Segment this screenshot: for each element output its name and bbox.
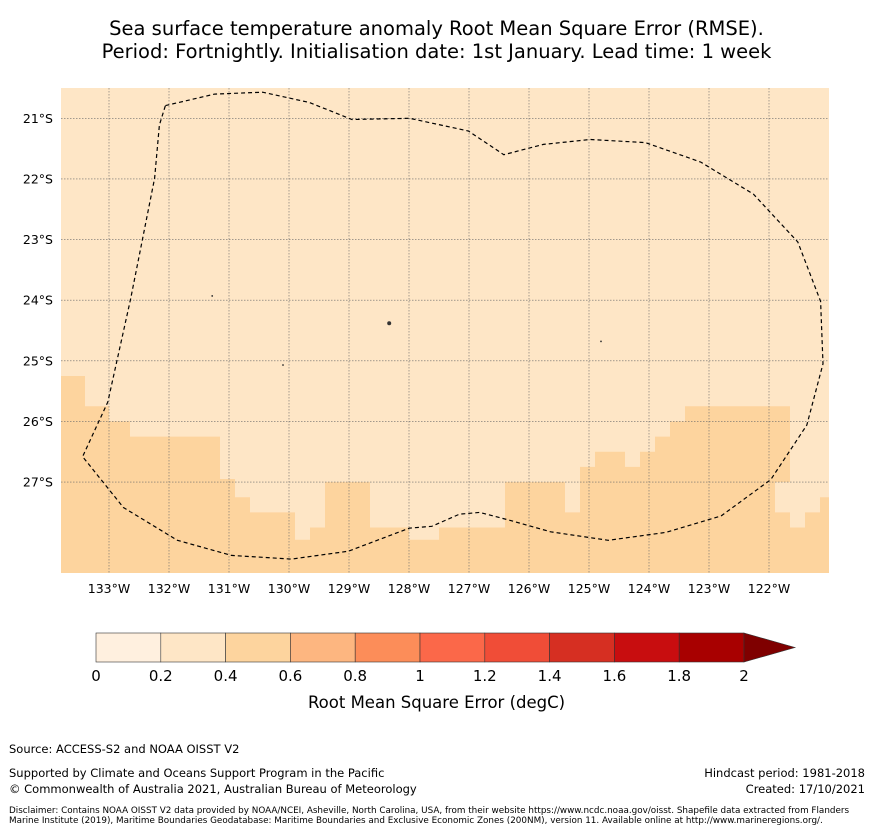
colorbar-tick-label: 1	[415, 667, 425, 685]
colorbar-tick-label: 0.2	[148, 667, 173, 685]
colorbar-extend-arrow	[743, 632, 797, 663]
lat-tick-label: 26°S	[23, 414, 53, 429]
lon-tick-label: 124°W	[628, 581, 670, 596]
colorbar-swatch	[290, 632, 356, 663]
island-1	[387, 321, 392, 326]
rmse-map: 21°S22°S23°S24°S25°S26°S27°S 133°W 132°W 1…	[23, 88, 829, 663]
colorbar-swatch	[225, 632, 291, 663]
island-3	[211, 295, 214, 297]
supported-text: Supported by Climate and Oceans Support …	[9, 766, 385, 780]
lon-tick-label: 128°W	[388, 581, 430, 596]
lat-tick-label: 22°S	[23, 171, 53, 186]
longitude-labels: 133°W 132°W 131°W 130°W 129°W 128°W 127°W 126°W…	[88, 581, 790, 596]
colorbar-tick-label: 2	[739, 667, 749, 685]
lon-tick-label: 122°W	[748, 581, 790, 596]
lat-tick-label: 25°S	[23, 353, 53, 368]
colorbar-tick-label: 0.4	[213, 667, 238, 685]
lat-tick-label: 23°S	[23, 232, 53, 247]
colorbar-tick-label: 1.2	[472, 667, 497, 685]
copyright-text: © Commonwealth of Australia 2021, Austra…	[9, 782, 417, 796]
created-date: Created: 17/10/2021	[745, 782, 865, 796]
colorbar-swatch	[484, 632, 550, 663]
source-text: Source: ACCESS-S2 and NOAA OISST V2	[9, 742, 240, 756]
lon-tick-label: 131°W	[208, 581, 250, 596]
lon-tick-label: 132°W	[148, 581, 190, 596]
hindcast-period: Hindcast period: 1981-2018	[704, 766, 865, 780]
colorbar-swatch	[419, 632, 486, 663]
colorbar-swatch	[549, 632, 615, 663]
disclaimer-text: Disclaimer: Contains NOAA OISST V2 data …	[9, 806, 850, 826]
lon-tick-label: 133°W	[88, 581, 130, 596]
lat-tick-label: 27°S	[23, 475, 53, 490]
colorbar-label: Root Mean Square Error (degC)	[307, 693, 566, 712]
eez-boundary	[81, 91, 824, 560]
colorbar	[95, 632, 797, 663]
colorbar-swatch	[678, 632, 745, 663]
rmse-region-2	[409, 406, 829, 573]
graticule	[61, 88, 829, 573]
colorbar-tick-label: 1.6	[602, 667, 627, 685]
lat-tick-label: 21°S	[23, 111, 53, 126]
lat-tick-label: 24°S	[23, 293, 53, 308]
colorbar-tick-label: 0.6	[278, 667, 303, 685]
lon-tick-label: 125°W	[568, 581, 610, 596]
colorbar-tick-label: 0.8	[343, 667, 368, 685]
island-2	[282, 364, 284, 366]
latitude-labels: 21°S 22°S 23°S 24°S 25°S 26°S 27°S	[23, 111, 53, 490]
colorbar-tick-label: 0	[91, 667, 101, 685]
colorbar-tick-label: 1.8	[667, 667, 692, 685]
lon-tick-label: 129°W	[328, 581, 370, 596]
colorbar-swatch	[354, 632, 421, 663]
map-title-line1: Sea surface temperature anomaly Root Mea…	[109, 17, 764, 40]
colorbar-tick-label: 1.4	[537, 667, 562, 685]
rmse-region-1	[61, 376, 409, 573]
colorbar-swatch	[160, 632, 226, 663]
colorbar-swatch	[95, 632, 162, 663]
lon-tick-label: 130°W	[268, 581, 310, 596]
island-4	[600, 340, 602, 343]
map-title-line2: Period: Fortnightly. Initialisation date…	[101, 40, 772, 63]
lon-tick-label: 127°W	[448, 581, 490, 596]
lon-tick-label: 123°W	[688, 581, 730, 596]
rmse-region-layer	[61, 376, 829, 573]
colorbar-swatch	[614, 632, 680, 663]
lon-tick-label: 126°W	[508, 581, 550, 596]
island-layer	[211, 295, 602, 366]
